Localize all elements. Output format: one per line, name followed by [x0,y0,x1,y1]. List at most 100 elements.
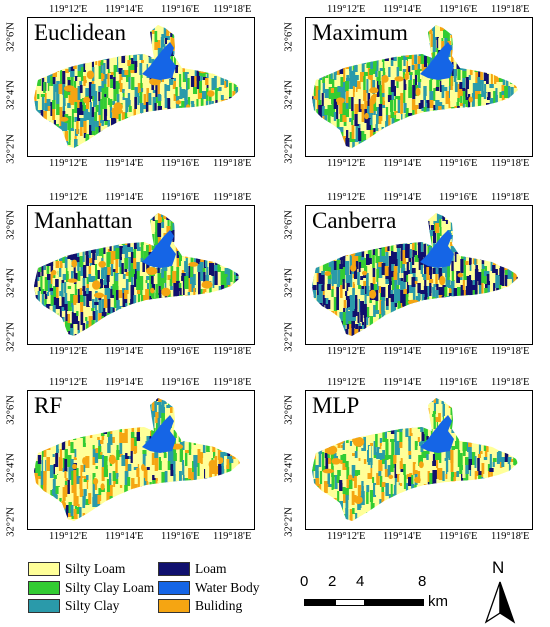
legend-item: Water Body [158,580,260,596]
x-tick-label: 119°14'E [383,377,422,388]
x-tick-label: 119°14'E [383,158,422,169]
scale-segment [335,599,365,606]
y-tick-label: 32°4'N [283,268,295,298]
x-tick-label: 119°18'E [213,531,252,542]
map-canvas [312,213,518,336]
north-label: N [492,558,505,577]
x-tick-label: 119°12'E [327,531,366,542]
x-tick-label: 119°16'E [439,158,478,169]
map-panel-mlp: MLP [305,390,533,530]
map-canvas [34,398,240,521]
scale-label: 4 [356,573,365,590]
y-tick-label: 32°6'N [283,395,295,425]
x-tick-label: 119°16'E [439,531,478,542]
x-tick-label: 119°12'E [327,346,366,357]
x-tick-label: 119°12'E [327,4,366,15]
x-tick-label: 119°18'E [213,377,252,388]
panel-title: RF [34,393,63,418]
y-tick-label: 32°6'N [283,210,295,240]
y-tick-label: 32°4'N [5,80,17,110]
x-tick-label: 119°18'E [491,531,530,542]
legend-swatch-loam [158,562,190,576]
x-tick-label: 119°12'E [49,192,88,203]
legend-item: Silty Loam [28,561,125,577]
y-tick-label: 32°4'N [283,80,295,110]
legend-item: Silty Clay Loam [28,580,154,596]
legend-item: Buliding [158,598,242,614]
legend: Silty Loam Silty Clay Loam Silty Clay Lo… [28,561,278,621]
legend-swatch-building [158,599,190,613]
x-tick-label: 119°14'E [383,4,422,15]
x-tick-label: 119°12'E [49,346,88,357]
x-tick-label: 119°12'E [49,377,88,388]
x-tick-label: 119°18'E [213,158,252,169]
legend-label: Water Body [195,580,260,595]
scale-label: 0 [300,573,309,590]
y-tick-label: 32°2'N [5,507,17,537]
soil-texture-raster [34,398,240,521]
map-panel-euclidean: Euclidean [27,17,255,157]
x-tick-label: 119°16'E [439,192,478,203]
x-tick-label: 119°12'E [327,377,366,388]
x-tick-label: 119°12'E [49,4,88,15]
y-tick-label: 32°6'N [5,22,17,52]
legend-swatch-silty-loam [28,562,60,576]
x-tick-label: 119°14'E [105,346,144,357]
map-canvas [312,25,518,148]
x-tick-label: 119°18'E [491,4,530,15]
scale-unit: km [428,593,448,610]
y-tick-label: 32°4'N [5,268,17,298]
x-tick-label: 119°12'E [49,531,88,542]
x-tick-label: 119°18'E [491,158,530,169]
legend-label: Loam [195,561,227,576]
x-tick-label: 119°16'E [161,377,200,388]
x-tick-label: 119°14'E [105,158,144,169]
x-tick-label: 119°18'E [491,346,530,357]
map-canvas [312,398,518,521]
panel-title: Manhattan [34,208,133,233]
north-arrow: N [480,558,520,624]
scale-segment [364,599,424,606]
x-tick-label: 119°18'E [213,346,252,357]
legend-item: Loam [158,561,227,577]
x-tick-label: 119°16'E [161,158,200,169]
panel-title: MLP [312,393,360,418]
x-tick-label: 119°16'E [161,346,200,357]
x-tick-label: 119°14'E [105,192,144,203]
x-tick-label: 119°18'E [491,377,530,388]
legend-label: Silty Clay Loam [65,580,155,595]
y-tick-label: 32°2'N [283,134,295,164]
north-arrow-icon [484,581,516,624]
y-tick-label: 32°4'N [283,453,295,483]
x-tick-label: 119°16'E [161,4,200,15]
y-tick-label: 32°4'N [5,453,17,483]
legend-label: Buliding [195,598,243,613]
map-canvas [34,25,240,148]
legend-label: Silty Loam [65,561,126,576]
scale-label: 2 [328,573,337,590]
map-panel-canberra: Canberra [305,205,533,345]
y-tick-label: 32°6'N [5,395,17,425]
y-tick-label: 32°6'N [283,22,295,52]
x-tick-label: 119°18'E [491,192,530,203]
x-tick-label: 119°14'E [383,192,422,203]
x-tick-label: 119°18'E [213,192,252,203]
x-tick-label: 119°12'E [327,192,366,203]
map-panel-rf: RF [27,390,255,530]
panel-title: Canberra [312,208,397,233]
panel-title: Euclidean [34,20,126,45]
y-tick-label: 32°2'N [5,134,17,164]
y-tick-label: 32°6'N [5,210,17,240]
y-tick-label: 32°2'N [283,322,295,352]
x-tick-label: 119°16'E [439,346,478,357]
legend-swatch-silty-clay-loam [28,581,60,595]
map-panel-maximum: Maximum [305,17,533,157]
y-tick-label: 32°2'N [5,322,17,352]
x-tick-label: 119°16'E [161,531,200,542]
map-canvas [34,213,240,336]
x-tick-label: 119°14'E [383,531,422,542]
scale-segment [304,599,336,606]
legend-item: Silty Clay [28,598,119,614]
x-tick-label: 119°18'E [213,4,252,15]
x-tick-label: 119°16'E [161,192,200,203]
